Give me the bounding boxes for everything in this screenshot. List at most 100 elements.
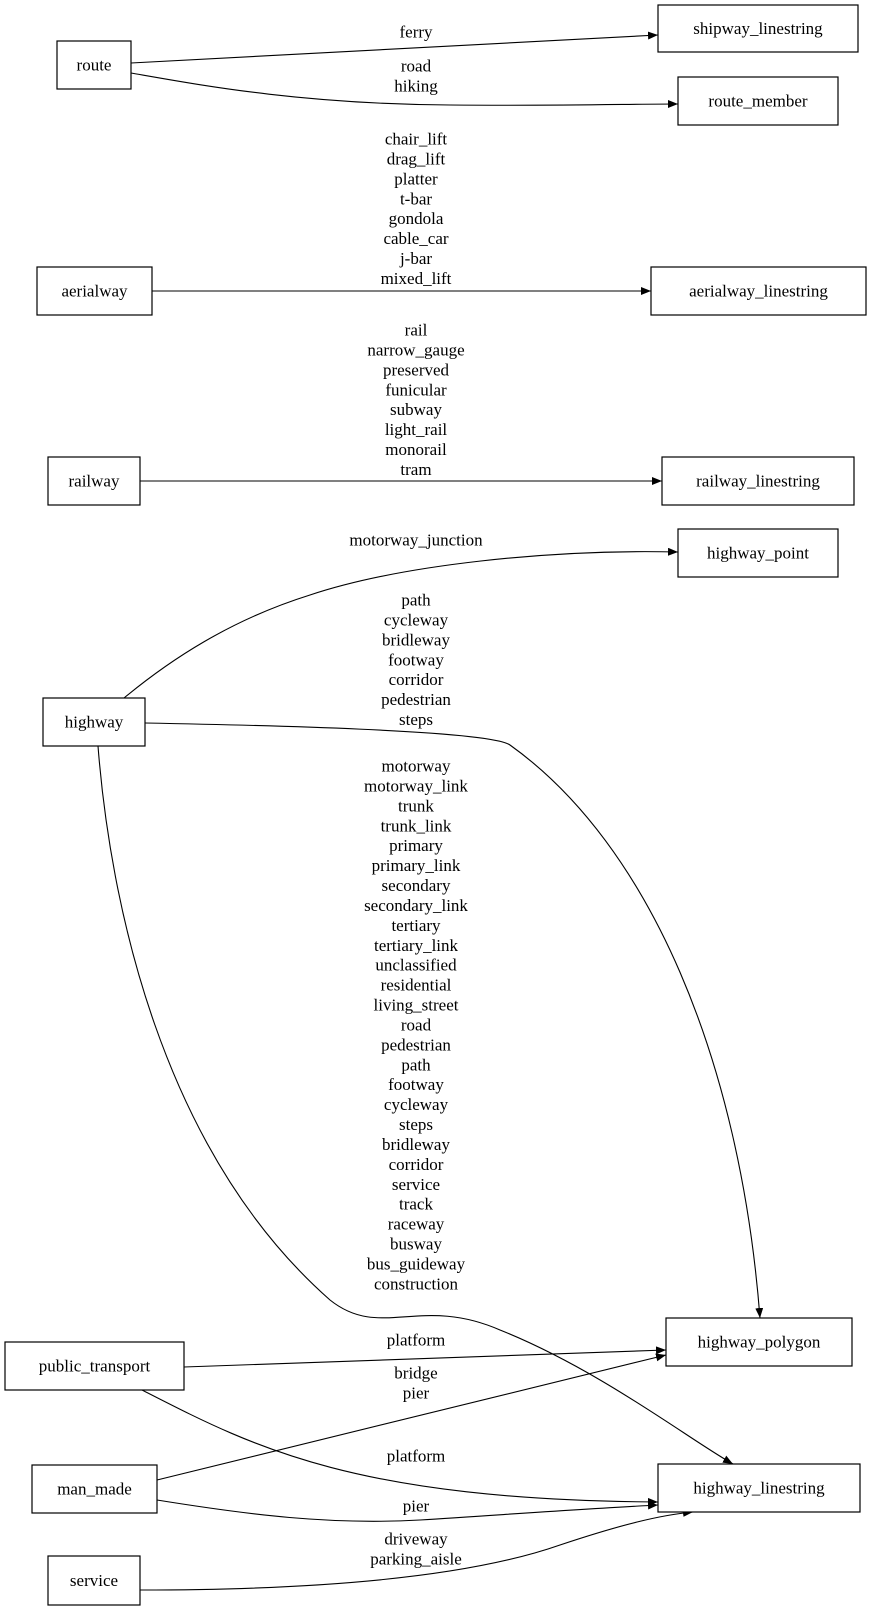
node-box (677, 528, 839, 578)
node-service: service (47, 1555, 141, 1606)
edge-label: motorway_junction (349, 531, 483, 550)
node-box (36, 266, 153, 316)
node-box (661, 456, 855, 506)
edge-label: bridleway (382, 630, 450, 649)
edge-label: subway (390, 400, 442, 419)
edge-label: mixed_lift (381, 269, 452, 288)
edge-highway-to-highway_point: motorway_junction (123, 531, 679, 699)
node-box (56, 40, 132, 90)
edge-arrow (139, 1508, 694, 1591)
edge-arrow (97, 745, 734, 1465)
edge-label: busway (390, 1235, 442, 1254)
edge-label: cable_car (383, 229, 448, 248)
edge-label: footway (388, 650, 444, 669)
node-box (47, 1555, 141, 1606)
edge-label: platform (387, 1447, 446, 1466)
edge-label: light_rail (385, 420, 448, 439)
node-label: man_made (57, 1480, 132, 1499)
edge-label: construction (374, 1274, 459, 1293)
node-label: highway_point (707, 544, 809, 563)
edge-label: path (401, 591, 431, 610)
edge-label: rail (405, 321, 428, 340)
edge-label: parking_aisle (370, 1549, 462, 1568)
edge-label: pier (403, 1497, 430, 1516)
edge-label: pedestrian (381, 1035, 451, 1054)
node-label: highway_linestring (693, 1479, 825, 1498)
edge-arrow (130, 72, 679, 109)
node-aerialway: aerialway (36, 266, 153, 316)
edge-label: secondary (382, 876, 451, 895)
edge-arrow (156, 1353, 667, 1481)
node-public-transport: public_transport (4, 1341, 185, 1391)
node-highway-point: highway_point (677, 528, 839, 578)
node-box (665, 1317, 853, 1367)
edge-label: track (399, 1195, 433, 1214)
edge-label: motorway (382, 757, 451, 776)
edge-man_made-to-highway_linestring: pier (156, 1497, 659, 1522)
edge-arrow (183, 1346, 667, 1368)
node-railway: railway (47, 456, 141, 506)
edge-label: bus_guideway (367, 1255, 466, 1274)
edge-label: drag_lift (387, 149, 446, 168)
node-label: railway_linestring (696, 472, 820, 491)
node-label: railway (69, 472, 120, 491)
edge-label: platter (394, 169, 438, 188)
edge-arrow (156, 1499, 659, 1522)
edge-highway-to-highway_polygon: pathcyclewaybridlewayfootwaycorridorpede… (144, 591, 764, 1319)
node-route-member: route_member (677, 76, 839, 126)
edge-label: raceway (388, 1215, 445, 1234)
node-label: highway (65, 713, 124, 732)
node-railway-linestring: railway_linestring (661, 456, 855, 506)
edge-label: bridleway (382, 1135, 450, 1154)
edge-public_transport-to-highway_polygon: platform (183, 1331, 667, 1368)
edge-label: platform (387, 1331, 446, 1350)
edge-label: living_street (374, 996, 459, 1015)
edge-label: pier (403, 1383, 430, 1402)
node-box (42, 697, 146, 747)
node-box (650, 266, 867, 316)
node-label: route (77, 56, 112, 75)
node-label: route_member (708, 92, 807, 111)
edge-label: service (392, 1175, 440, 1194)
edge-route-to-shipway_linestring: ferry (130, 23, 659, 64)
node-highway-polygon: highway_polygon (665, 1317, 853, 1367)
edge-arrow (123, 547, 679, 699)
edge-label: residential (381, 976, 452, 995)
edge-label: t-bar (400, 189, 432, 208)
edge-label: primary_link (372, 856, 461, 875)
node-label: shipway_linestring (693, 19, 823, 38)
edge-label: j-bar (399, 249, 432, 268)
node-label: highway_polygon (698, 1333, 821, 1352)
node-label: aerialway_linestring (689, 282, 828, 301)
node-box (657, 1463, 861, 1513)
edge-label: funicular (385, 380, 447, 399)
edge-label: road (401, 1015, 432, 1034)
edge-label: driveway (384, 1530, 448, 1549)
node-man-made: man_made (31, 1464, 158, 1514)
edge-highway-to-highway_linestring: motorwaymotorway_linktrunktrunk_linkprim… (97, 745, 734, 1465)
edge-label: trunk_link (381, 816, 452, 835)
edge-label: secondary_link (364, 896, 468, 915)
edge-label: tram (400, 460, 431, 479)
node-box (677, 76, 839, 126)
edge-label: road (401, 57, 432, 76)
node-label: service (70, 1571, 118, 1590)
edge-arrow (141, 1389, 659, 1506)
edge-label: hiking (394, 76, 438, 95)
edge-label: trunk (398, 796, 434, 815)
edge-railway-to-railway_linestring: railnarrow_gaugepreservedfunicularsubway… (140, 321, 662, 485)
node-shipway-linestring: shipway_linestring (657, 4, 859, 53)
edge-label: tertiary_link (374, 936, 459, 955)
node-box (657, 4, 859, 53)
edge-arrow (144, 722, 764, 1319)
node-box (47, 456, 141, 506)
edge-label: path (401, 1055, 431, 1074)
node-box (4, 1341, 185, 1391)
edge-label: preserved (383, 360, 450, 379)
edge-label: cycleway (384, 1095, 449, 1114)
edge-label: cycleway (384, 610, 449, 629)
